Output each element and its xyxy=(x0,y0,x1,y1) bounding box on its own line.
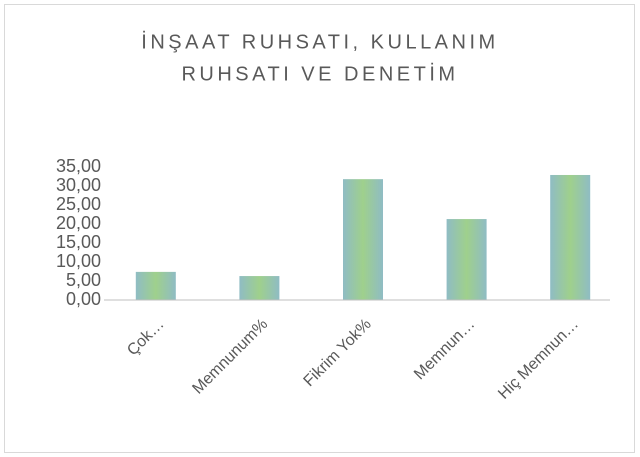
chart-border xyxy=(4,4,635,453)
y-tick-label: 35,00 xyxy=(56,156,101,176)
y-tick-label: 0,00 xyxy=(66,289,101,309)
bar xyxy=(446,219,487,300)
bar xyxy=(239,276,280,300)
y-tick-label: 30,00 xyxy=(56,175,101,195)
y-tick-label: 20,00 xyxy=(56,213,101,233)
bar xyxy=(550,174,591,300)
chart-title: İNŞAAT RUHSATI, KULLANIM xyxy=(141,30,498,53)
y-tick-label: 5,00 xyxy=(66,270,101,290)
bar xyxy=(343,179,383,300)
chart-title: RUHSATI VE DENETİM xyxy=(181,62,458,85)
y-tick-label: 25,00 xyxy=(56,194,101,214)
bar xyxy=(135,271,176,300)
y-tick-label: 10,00 xyxy=(56,251,101,271)
y-tick-label: 15,00 xyxy=(56,232,101,252)
